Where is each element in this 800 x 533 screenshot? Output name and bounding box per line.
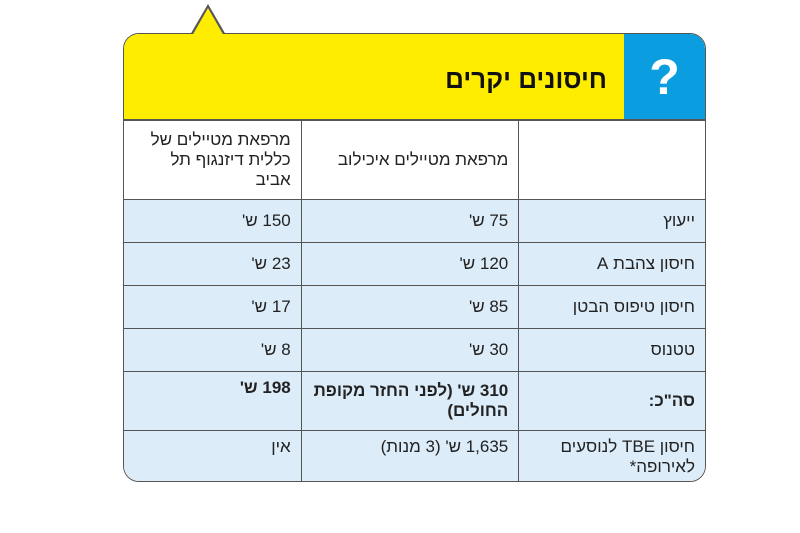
column-header-empty <box>518 120 705 200</box>
ichilov-price: 75 ש' <box>300 199 520 243</box>
clalit-total: 198 ש' <box>124 371 302 431</box>
total-label: סה"כ: <box>518 371 705 431</box>
tbe-row: חיסון TBE לנוסעים לאירופה* 1,635 ש' (3 מ… <box>124 430 705 481</box>
row-label: טטנוס <box>518 328 705 372</box>
clalit-price: 23 ש' <box>124 242 302 286</box>
ichilov-price: 120 ש' <box>300 242 520 286</box>
clalit-price: 8 ש' <box>124 328 302 372</box>
clalit-price: 150 ש' <box>124 199 302 243</box>
ichilov-tbe: 1,635 ש' (3 מנות) <box>300 430 520 481</box>
clalit-tbe: אין <box>124 430 302 481</box>
tbe-label: חיסון TBE לנוסעים לאירופה* <box>518 430 705 481</box>
row-label: חיסון טיפוס הבטן <box>518 285 705 329</box>
table-row: חיסון צהבת A 120 ש' 23 ש' <box>124 242 705 286</box>
card-header: חיסונים יקרים ? <box>124 34 705 120</box>
column-header-ichilov: מרפאת מטיילים איכילוב <box>300 120 520 200</box>
price-table: מרפאת מטיילים איכילוב מרפאת מטיילים של כ… <box>124 120 705 481</box>
table-header-row: מרפאת מטיילים איכילוב מרפאת מטיילים של כ… <box>124 120 705 200</box>
clalit-price: 17 ש' <box>124 285 302 329</box>
table-row: ייעוץ 75 ש' 150 ש' <box>124 199 705 243</box>
row-label: ייעוץ <box>518 199 705 243</box>
question-mark-icon: ? <box>624 34 705 119</box>
row-label: חיסון צהבת A <box>518 242 705 286</box>
total-row: סה"כ: 310 ש' (לפני החזר מקופת החולים) 19… <box>124 371 705 431</box>
ichilov-total: 310 ש' (לפני החזר מקופת החולים) <box>300 371 520 431</box>
speech-bubble-tail-fill <box>192 8 224 36</box>
info-card: חיסונים יקרים ? מרפאת מטיילים איכילוב מר… <box>123 33 706 482</box>
table-row: חיסון טיפוס הבטן 85 ש' 17 ש' <box>124 285 705 329</box>
ichilov-price: 85 ש' <box>300 285 520 329</box>
page-title: חיסונים יקרים <box>445 64 607 94</box>
table-row: טטנוס 30 ש' 8 ש' <box>124 328 705 372</box>
ichilov-price: 30 ש' <box>300 328 520 372</box>
column-header-clalit: מרפאת מטיילים של כללית דיזנגוף תל אביב <box>124 120 302 200</box>
